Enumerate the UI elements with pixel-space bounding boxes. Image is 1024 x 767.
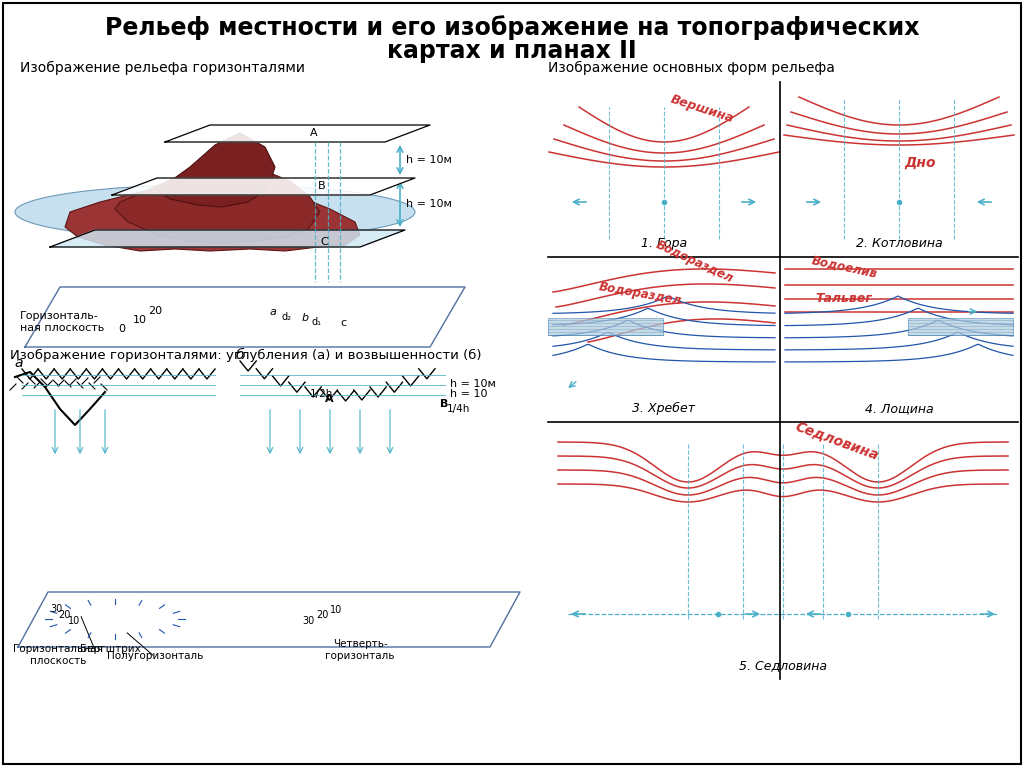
Text: A: A: [325, 394, 334, 404]
Text: 20: 20: [58, 610, 71, 620]
Text: 30: 30: [50, 604, 62, 614]
Text: 3. Хребет: 3. Хребет: [633, 402, 695, 415]
Text: h = 10м: h = 10м: [406, 199, 452, 209]
Text: A: A: [310, 128, 317, 138]
Bar: [548, 318, 663, 334]
Text: картах и планах II: картах и планах II: [387, 39, 637, 63]
Text: B: B: [318, 181, 326, 191]
Polygon shape: [25, 287, 465, 347]
Text: d₂: d₂: [282, 312, 292, 322]
Text: 2. Котловина: 2. Котловина: [856, 237, 942, 250]
Text: C: C: [319, 237, 328, 247]
Text: 5. Седловина: 5. Седловина: [739, 659, 827, 672]
Text: 20: 20: [148, 306, 162, 316]
Polygon shape: [65, 184, 360, 251]
Text: Рельеф местности и его изображение на топографических: Рельеф местности и его изображение на то…: [104, 15, 920, 40]
Polygon shape: [112, 178, 415, 195]
Text: 0: 0: [118, 324, 125, 334]
Text: Изображение рельефа горизонталями: Изображение рельефа горизонталями: [20, 61, 305, 75]
Text: Изображение основных форм рельефа: Изображение основных форм рельефа: [548, 61, 835, 75]
Text: Седловина: Седловина: [793, 420, 881, 463]
Text: Дно: Дно: [904, 156, 936, 170]
Text: 10: 10: [68, 616, 80, 626]
Text: d₁: d₁: [312, 317, 322, 327]
Text: Горизонтальная
плоскость: Горизонтальная плоскость: [13, 644, 103, 666]
Polygon shape: [158, 133, 275, 207]
Ellipse shape: [15, 185, 415, 239]
Text: а: а: [14, 356, 23, 370]
Text: Вершина: Вершина: [669, 92, 736, 125]
Text: h = 10м: h = 10м: [450, 379, 496, 389]
Polygon shape: [18, 592, 520, 647]
Text: 1/2h: 1/2h: [310, 389, 334, 399]
Text: Тальвег: Тальвег: [815, 291, 871, 304]
Text: Водораздел: Водораздел: [598, 280, 683, 308]
Text: 1. Гора: 1. Гора: [641, 237, 687, 250]
Text: Четверть-
горизонталь: Четверть- горизонталь: [326, 640, 394, 661]
Text: Горизонталь-
ная плоскость: Горизонталь- ная плоскость: [20, 311, 104, 333]
Bar: [908, 318, 1013, 334]
Text: b: b: [302, 313, 309, 323]
Text: 20: 20: [316, 610, 329, 620]
Text: a: a: [270, 307, 276, 317]
Polygon shape: [115, 164, 319, 243]
Text: h = 10: h = 10: [450, 389, 487, 399]
Text: Бергштрих: Бергштрих: [80, 644, 140, 654]
Text: 4. Лощина: 4. Лощина: [864, 402, 933, 415]
Text: Водоелив: Водоелив: [810, 253, 879, 280]
Text: 10: 10: [133, 315, 147, 325]
Text: c: c: [340, 318, 346, 328]
Text: B: B: [440, 399, 449, 409]
Text: Изображение горизонталями: углубления (а) и возвышенности (б): Изображение горизонталями: углубления (а…: [10, 349, 481, 362]
Text: h = 10м: h = 10м: [406, 155, 452, 165]
Polygon shape: [165, 125, 430, 142]
Polygon shape: [50, 230, 406, 247]
Text: Водораздел: Водораздел: [654, 238, 735, 285]
Text: 1/4h: 1/4h: [447, 404, 470, 414]
Text: Полугоризонталь: Полугоризонталь: [106, 651, 203, 661]
Text: б: б: [236, 348, 245, 362]
Text: 30: 30: [302, 616, 314, 626]
Text: 10: 10: [330, 605, 342, 615]
